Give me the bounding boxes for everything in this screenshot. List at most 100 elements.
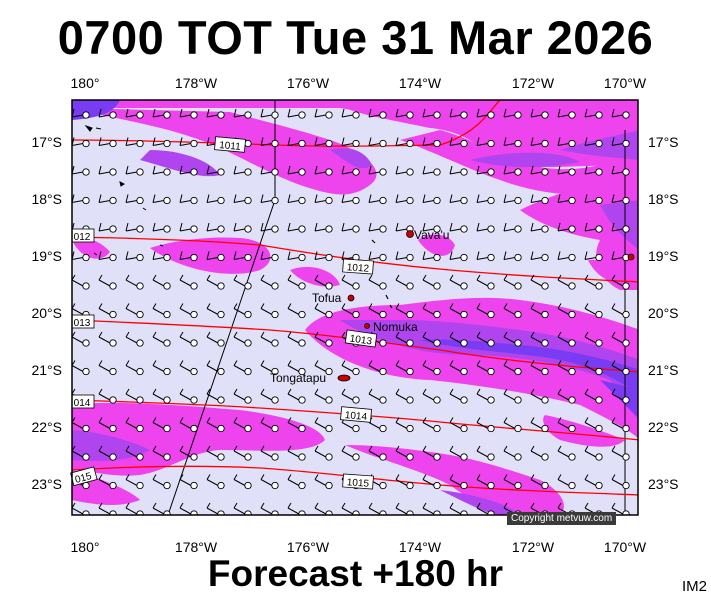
wind-barb-station bbox=[163, 196, 171, 205]
wind-barb bbox=[395, 274, 408, 287]
wind-barb-station bbox=[217, 253, 225, 262]
island-tongatapu bbox=[337, 374, 351, 382]
wind-barb-station bbox=[109, 424, 117, 433]
wind-barb-station bbox=[298, 367, 306, 376]
wind-barb-station bbox=[460, 310, 468, 319]
wind-barb-station bbox=[514, 253, 522, 262]
wind-barb-station bbox=[190, 225, 198, 233]
wind-barb-station bbox=[487, 225, 495, 233]
lat-label-18s: 18°S bbox=[31, 191, 62, 207]
wind-barb-station bbox=[163, 139, 171, 148]
wind-barb-station bbox=[163, 282, 171, 290]
wind-barb bbox=[584, 108, 597, 118]
wind-barb-station bbox=[379, 310, 387, 319]
rain-area bbox=[72, 100, 638, 136]
rain-area bbox=[290, 266, 340, 287]
wind-barb bbox=[98, 445, 111, 458]
wind-barb-station bbox=[136, 139, 144, 148]
wind-barb bbox=[449, 165, 462, 175]
wind-barb bbox=[206, 360, 219, 372]
place-labels: Vava'u Tofua Nomuka Tongatapu bbox=[270, 228, 449, 385]
wind-barb bbox=[314, 360, 327, 372]
wind-barb bbox=[341, 360, 354, 372]
wind-barb bbox=[260, 303, 273, 315]
wind-barb bbox=[476, 360, 489, 372]
wind-barb-station bbox=[109, 111, 117, 119]
wind-barb bbox=[341, 222, 354, 232]
wind-barb bbox=[152, 445, 165, 458]
wind-barb bbox=[260, 388, 273, 401]
place-nomuka: Nomuka bbox=[373, 320, 418, 334]
wind-barb-station bbox=[622, 196, 630, 205]
wind-barb bbox=[395, 331, 408, 344]
wind-barb-station bbox=[595, 310, 603, 319]
wind-barb-station bbox=[514, 310, 522, 319]
wind-barb bbox=[611, 360, 624, 372]
wind-barb-station bbox=[460, 139, 468, 148]
wind-barb bbox=[233, 165, 246, 175]
wind-barb-station bbox=[568, 396, 576, 404]
wind-barb-station bbox=[190, 310, 198, 319]
wind-barb bbox=[98, 222, 111, 232]
wind-barb-station bbox=[568, 310, 576, 319]
wind-barb bbox=[314, 274, 327, 287]
wind-barb bbox=[314, 445, 327, 458]
wind-barb bbox=[530, 274, 543, 287]
svg-text:012: 012 bbox=[74, 232, 91, 243]
wind-barb-station bbox=[325, 396, 333, 404]
wind-barb-station bbox=[379, 339, 387, 347]
wind-barb-station bbox=[460, 510, 468, 515]
wind-barb bbox=[179, 388, 192, 401]
wind-barb bbox=[476, 303, 489, 315]
wind-barb bbox=[179, 474, 192, 486]
svg-text:014: 014 bbox=[74, 398, 91, 409]
wind-barb-station bbox=[379, 139, 387, 148]
wind-barb-station bbox=[136, 424, 144, 433]
wind-barb-station bbox=[433, 168, 441, 176]
wind-barb-station bbox=[271, 253, 279, 262]
wind-barb bbox=[395, 222, 408, 232]
wind-barb bbox=[422, 474, 435, 486]
wind-barb-station bbox=[163, 168, 171, 176]
wind-barb bbox=[584, 360, 597, 372]
lon-label-180: 180° bbox=[71, 75, 100, 91]
wind-barb-station bbox=[433, 225, 441, 233]
svg-text:013: 013 bbox=[74, 318, 91, 329]
wind-barb-station bbox=[298, 111, 306, 119]
wind-barb bbox=[557, 274, 570, 287]
wind-barb bbox=[341, 502, 354, 515]
wind-barb bbox=[368, 388, 381, 401]
wind-barb bbox=[98, 108, 111, 118]
wind-barb-station bbox=[298, 139, 306, 148]
wind-barb-station bbox=[541, 196, 549, 205]
wind-barb-station bbox=[460, 253, 468, 262]
wind-barb-station bbox=[514, 453, 522, 461]
wind-barb-station bbox=[622, 310, 630, 319]
wind-barb-station bbox=[379, 367, 387, 376]
wind-barb bbox=[503, 303, 516, 315]
wind-barb-station bbox=[298, 225, 306, 233]
wind-barb-station bbox=[487, 453, 495, 461]
wind-barb bbox=[557, 222, 570, 232]
wind-barb-station bbox=[568, 225, 576, 233]
wind-barb bbox=[557, 360, 570, 372]
latitude-labels: 17°S 18°S 19°S 20°S 21°S 22°S 23°S 17°S … bbox=[31, 134, 678, 492]
wind-barb-station bbox=[325, 510, 333, 515]
wind-barb-station bbox=[298, 424, 306, 433]
wind-barb-station bbox=[487, 367, 495, 376]
wind-barb bbox=[476, 502, 489, 515]
wind-barb bbox=[503, 388, 516, 401]
wind-barb-station bbox=[514, 424, 522, 433]
wind-barb-station bbox=[109, 139, 117, 148]
wind-barb bbox=[611, 165, 624, 175]
wind-barb-station bbox=[271, 168, 279, 176]
wind-barb-station bbox=[460, 196, 468, 205]
wind-barb-station bbox=[271, 196, 279, 205]
wind-barb-station bbox=[514, 481, 522, 490]
wind-barb-station bbox=[217, 310, 225, 319]
wind-barb bbox=[287, 417, 300, 429]
wind-barb-station bbox=[352, 139, 360, 148]
wind-barb-station bbox=[244, 367, 252, 376]
wind-barb bbox=[233, 303, 246, 315]
wind-barb-station bbox=[541, 396, 549, 404]
